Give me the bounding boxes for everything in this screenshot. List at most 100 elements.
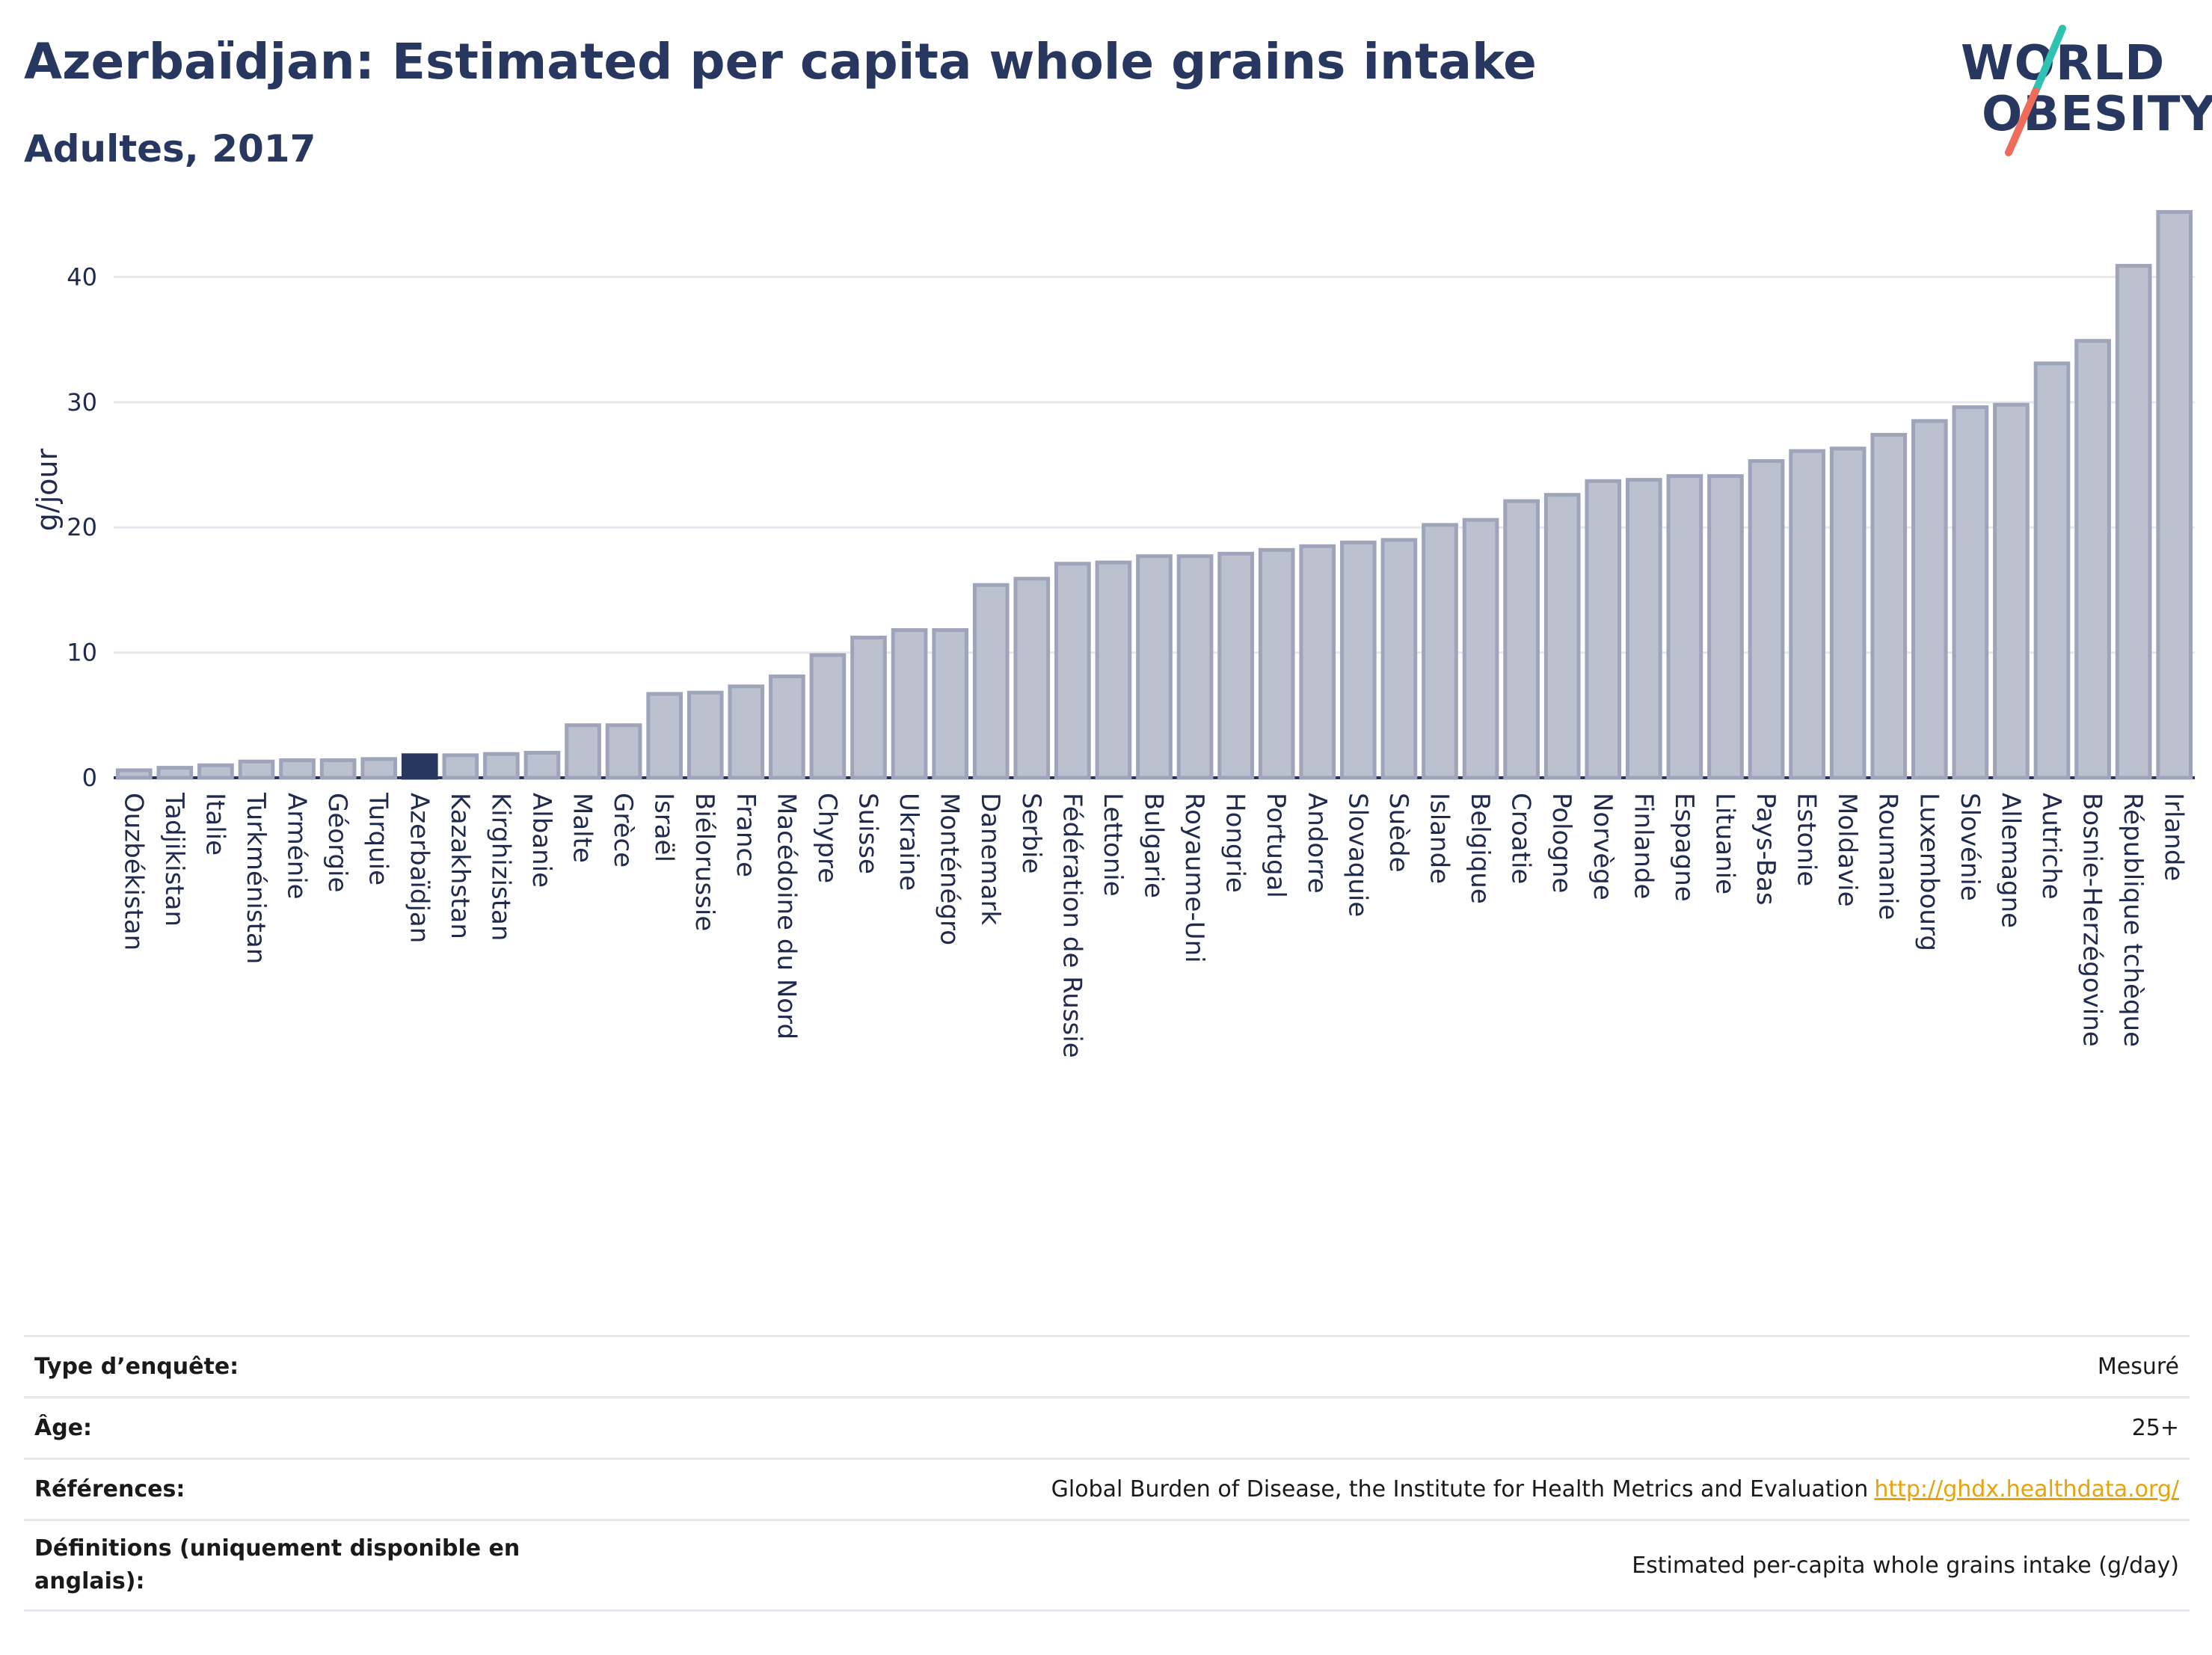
- bar[interactable]: [605, 723, 642, 780]
- bar[interactable]: [1054, 562, 1091, 780]
- x-tick-label: Pologne: [1546, 793, 1576, 893]
- bar[interactable]: [1707, 474, 1744, 780]
- bar[interactable]: [279, 758, 316, 780]
- bar[interactable]: [1625, 478, 1662, 780]
- x-tick-label: Hongrie: [1220, 793, 1250, 893]
- bar[interactable]: [442, 753, 479, 780]
- x-tick-label: Turquie: [363, 792, 393, 885]
- x-tick-label: Danemark: [975, 793, 1005, 925]
- bar[interactable]: [809, 653, 847, 780]
- bar[interactable]: [565, 723, 601, 780]
- info-value: Global Burden of Disease, the Institute …: [1051, 1476, 2179, 1502]
- info-row-age: Âge: 25+: [24, 1396, 2190, 1458]
- x-tick-label: République tchèque: [2118, 793, 2148, 1047]
- bar[interactable]: [2074, 339, 2111, 780]
- bar[interactable]: [1258, 547, 1295, 780]
- bar[interactable]: [1299, 544, 1336, 780]
- bar[interactable]: [728, 684, 765, 780]
- x-tick-label: Pays-Bas: [1751, 793, 1781, 906]
- x-tick-label: Estonie: [1792, 793, 1822, 886]
- bar[interactable]: [1462, 518, 1499, 780]
- bar[interactable]: [1585, 479, 1622, 780]
- bar[interactable]: [646, 692, 683, 780]
- x-tick-label: Luxembourg: [1914, 793, 1944, 951]
- x-tick-label: Ukraine: [894, 793, 924, 891]
- bar[interactable]: [197, 763, 234, 780]
- bar[interactable]: [2156, 209, 2193, 780]
- bar[interactable]: [1013, 577, 1051, 780]
- x-tick-label: Belgique: [1465, 793, 1495, 904]
- info-row-references: Références: Global Burden of Disease, th…: [24, 1458, 2190, 1519]
- bar[interactable]: [891, 627, 928, 780]
- bars: [115, 209, 2193, 780]
- bar[interactable]: [401, 753, 438, 780]
- x-tick-label: Monténégro: [935, 793, 965, 945]
- y-axis-ticks: 0 10 20 30 40: [67, 262, 97, 792]
- bar[interactable]: [1217, 551, 1254, 780]
- bar[interactable]: [1952, 405, 1989, 780]
- chart-title: Azerbaïdjan: Estimated per capita whole …: [24, 33, 1537, 90]
- bar[interactable]: [1380, 538, 1418, 780]
- reference-link[interactable]: http://ghdx.healthdata.org/: [1874, 1476, 2179, 1502]
- bar[interactable]: [2033, 361, 2071, 780]
- info-key: Références:: [34, 1476, 185, 1502]
- x-tick-label: Israël: [649, 793, 679, 862]
- bar[interactable]: [1503, 499, 1540, 780]
- bar[interactable]: [972, 583, 1010, 780]
- bar[interactable]: [115, 768, 153, 780]
- info-value: Estimated per-capita whole grains intake…: [1632, 1552, 2179, 1579]
- bar[interactable]: [686, 690, 724, 780]
- x-tick-label: Bulgarie: [1139, 793, 1169, 898]
- logo-word-world: WORLD: [1961, 36, 2166, 91]
- bar[interactable]: [1870, 432, 1908, 780]
- x-tick-label: Suisse: [853, 793, 883, 874]
- info-value: Mesuré: [2097, 1354, 2179, 1380]
- bar[interactable]: [1666, 474, 1703, 780]
- logo-slash-icon: [2005, 25, 2066, 156]
- x-tick-label: Suède: [1383, 793, 1413, 873]
- bar[interactable]: [932, 627, 968, 780]
- world-obesity-logo[interactable]: WORLD OBESITY: [1952, 22, 2212, 157]
- bar[interactable]: [2115, 263, 2152, 780]
- bar[interactable]: [1176, 554, 1214, 780]
- bar[interactable]: [238, 759, 275, 780]
- x-tick-label: Andorre: [1302, 793, 1332, 894]
- x-tick-label: Roumanie: [1873, 793, 1903, 920]
- bar[interactable]: [1748, 459, 1785, 780]
- x-tick-label: Norvège: [1588, 793, 1617, 900]
- x-tick-label: Slovaquie: [1342, 793, 1372, 917]
- bar[interactable]: [1993, 402, 2030, 780]
- x-tick-label: Croatie: [1506, 793, 1536, 884]
- x-tick-label: Malte: [568, 793, 597, 863]
- bar[interactable]: [1911, 419, 1948, 780]
- bar[interactable]: [769, 674, 805, 780]
- y-tick-label: 0: [82, 764, 97, 792]
- bar[interactable]: [1095, 560, 1132, 780]
- info-row-definitions: Définitions (uniquement disponible en an…: [24, 1519, 2190, 1612]
- x-tick-label: Albanie: [526, 793, 556, 888]
- x-tick-label: Finlande: [1628, 793, 1658, 899]
- x-tick-label: Royaume-Uni: [1179, 793, 1209, 963]
- bar[interactable]: [1829, 446, 1867, 780]
- bar[interactable]: [523, 751, 561, 780]
- x-tick-label: Islande: [1424, 793, 1454, 884]
- y-tick-label: 20: [67, 513, 97, 541]
- bar[interactable]: [1136, 554, 1173, 780]
- x-tick-label: Kirghizistan: [485, 793, 515, 941]
- info-row-survey-type: Type d’enquête: Mesuré: [24, 1335, 2190, 1396]
- x-tick-label: Lettonie: [1098, 793, 1128, 897]
- bar[interactable]: [1340, 540, 1377, 780]
- bar[interactable]: [360, 757, 398, 780]
- bar[interactable]: [156, 766, 194, 780]
- bar[interactable]: [1543, 493, 1581, 780]
- bar[interactable]: [319, 758, 357, 780]
- x-tick-label: Slovénie: [1955, 793, 1985, 901]
- x-tick-label: Arménie: [282, 793, 312, 900]
- x-tick-label: Biélorussie: [689, 793, 719, 931]
- metadata-table: Type d’enquête: Mesuré Âge: 25+ Référenc…: [24, 1335, 2190, 1612]
- bar[interactable]: [1422, 523, 1458, 780]
- bar[interactable]: [1789, 449, 1825, 780]
- bar[interactable]: [850, 636, 887, 780]
- x-tick-label: Bosnie-Herzégovine: [2077, 793, 2107, 1047]
- bar[interactable]: [483, 752, 520, 780]
